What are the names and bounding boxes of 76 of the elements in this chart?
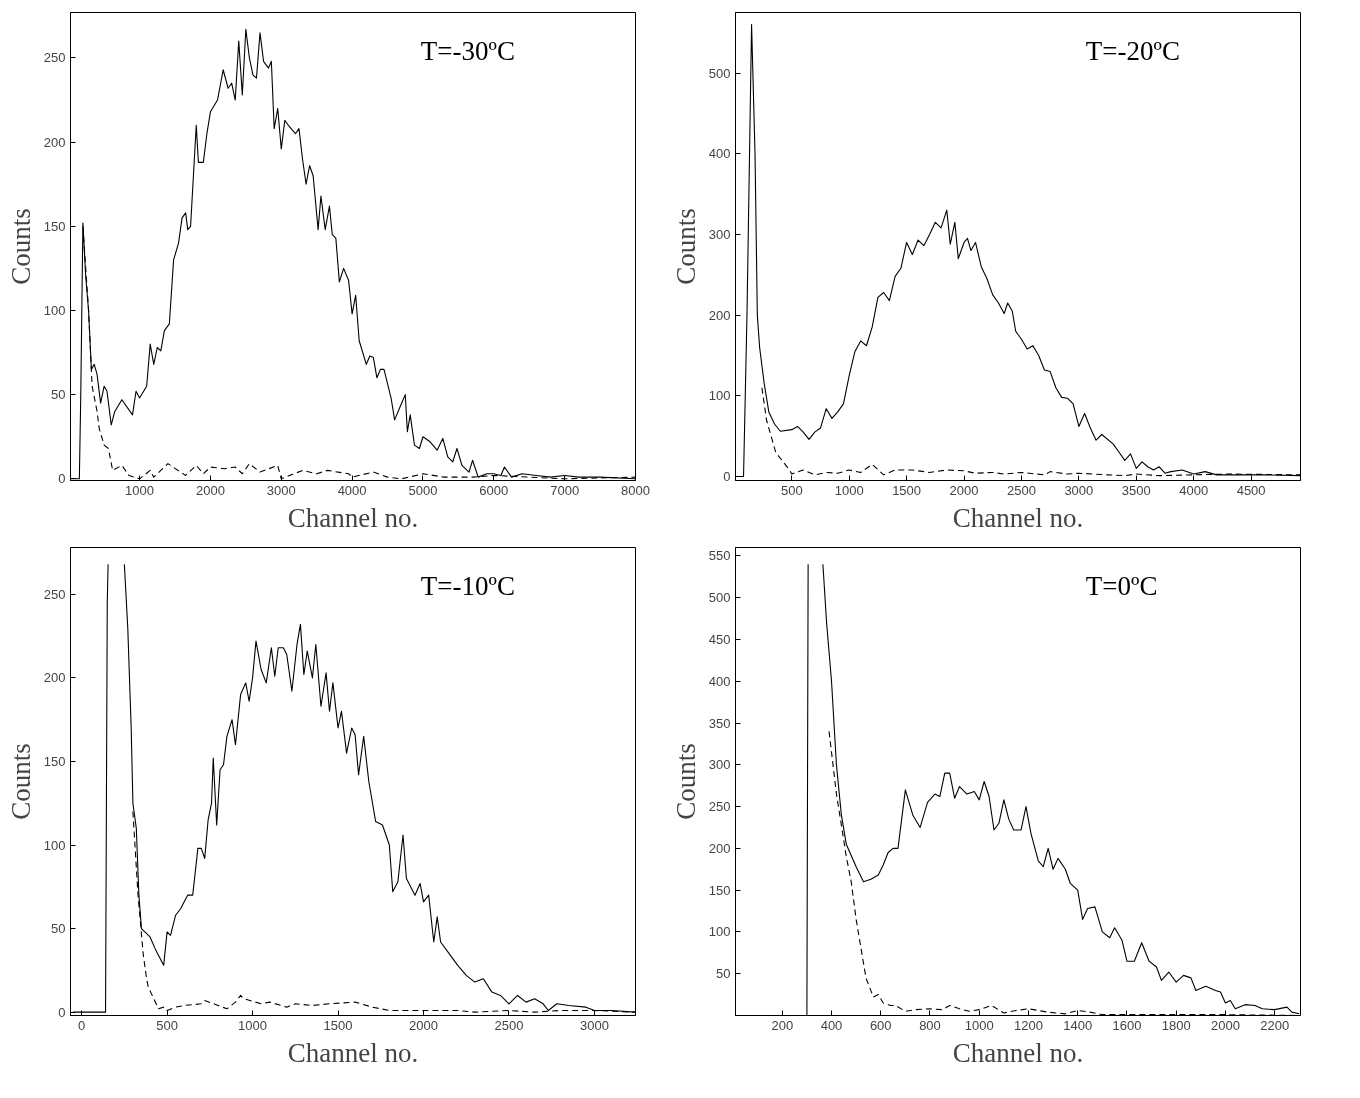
x-tick-label: 2500 [1006,482,1036,498]
x-tick-label: 4000 [1179,482,1209,498]
x-axis-title: Channel no. [287,502,419,533]
x-tick-label: 6000 [479,482,509,498]
y-tick-label: 100 [43,837,66,853]
y-tick-label: 200 [708,307,731,323]
y-tick-label: 100 [708,924,731,940]
y-axis-title: Counts [5,208,36,285]
y-tick-label: 300 [708,226,731,242]
x-tick-label: 1000 [964,1017,994,1033]
y-tick-label: 0 [58,1004,66,1020]
x-tick-label: 1200 [1014,1017,1043,1033]
y-tick-label: 400 [708,146,731,162]
x-tick-label: 200 [771,1017,794,1033]
y-axis-title: Counts [5,743,36,820]
x-tick-label: 800 [919,1017,941,1033]
y-tick-label: 50 [51,921,66,937]
annotation: T=-10ºC [420,570,515,601]
x-tick-label: 2000 [195,482,225,498]
x-tick-label: 500 [156,1017,178,1033]
x-tick-label: 2000 [949,482,979,498]
x-tick-label: 1000 [834,482,864,498]
x-tick-label: 2000 [1210,1017,1240,1033]
y-tick-label: 250 [43,50,66,66]
y-tick-label: 200 [43,134,66,150]
x-axis-title: Channel no. [287,1037,419,1068]
x-tick-label: 7000 [550,482,580,498]
x-axis-title: Channel no. [952,1037,1084,1068]
x-tick-label: 2000 [409,1017,438,1033]
x-tick-label: 8000 [621,482,650,498]
x-tick-label: 600 [869,1017,892,1033]
x-tick-label: 3000 [266,482,296,498]
y-tick-label: 500 [708,65,731,81]
y-tick-label: 0 [58,471,66,487]
x-tick-label: 1600 [1112,1017,1142,1033]
y-tick-label: 100 [43,302,66,318]
y-tick-label: 150 [708,882,731,898]
y-tick-label: 300 [708,757,731,773]
x-tick-label: 4000 [337,482,367,498]
annotation: T=-30ºC [420,35,515,66]
x-tick-label: 500 [780,482,803,498]
x-tick-label: 1800 [1161,1017,1191,1033]
y-tick-label: 100 [708,388,731,404]
x-tick-label: 1000 [125,482,155,498]
y-axis-title: Counts [670,743,701,820]
x-tick-label: 3000 [580,1017,609,1033]
y-tick-label: 250 [708,799,731,815]
y-tick-label: 150 [43,753,66,769]
x-tick-label: 2200 [1260,1017,1290,1033]
y-tick-label: 350 [708,715,731,731]
y-tick-label: 200 [43,670,66,686]
y-tick-label: 0 [723,468,731,484]
y-tick-label: 150 [43,218,66,234]
y-tick-label: 500 [708,590,731,606]
annotation: T=-20ºC [1085,35,1180,66]
y-tick-label: 50 [51,387,66,403]
x-tick-label: 4500 [1236,482,1266,498]
y-tick-label: 250 [43,586,66,602]
x-axis-title: Channel no. [952,502,1084,533]
y-tick-label: 450 [708,631,731,647]
y-axis-title: Counts [670,208,701,285]
x-tick-label: 1400 [1063,1017,1093,1033]
x-tick-label: 1000 [238,1017,268,1033]
x-tick-label: 1500 [892,482,922,498]
x-tick-label: 0 [78,1017,86,1033]
x-tick-label: 3500 [1121,482,1151,498]
x-tick-label: 5000 [408,482,438,498]
x-tick-label: 400 [820,1017,843,1033]
annotation: T=0ºC [1085,570,1158,601]
y-tick-label: 400 [708,673,731,689]
y-tick-label: 50 [716,966,731,982]
x-tick-label: 3000 [1064,482,1094,498]
x-tick-label: 2500 [494,1017,524,1033]
y-tick-label: 550 [708,548,731,564]
x-tick-label: 1500 [323,1017,353,1033]
y-tick-label: 200 [708,840,731,856]
